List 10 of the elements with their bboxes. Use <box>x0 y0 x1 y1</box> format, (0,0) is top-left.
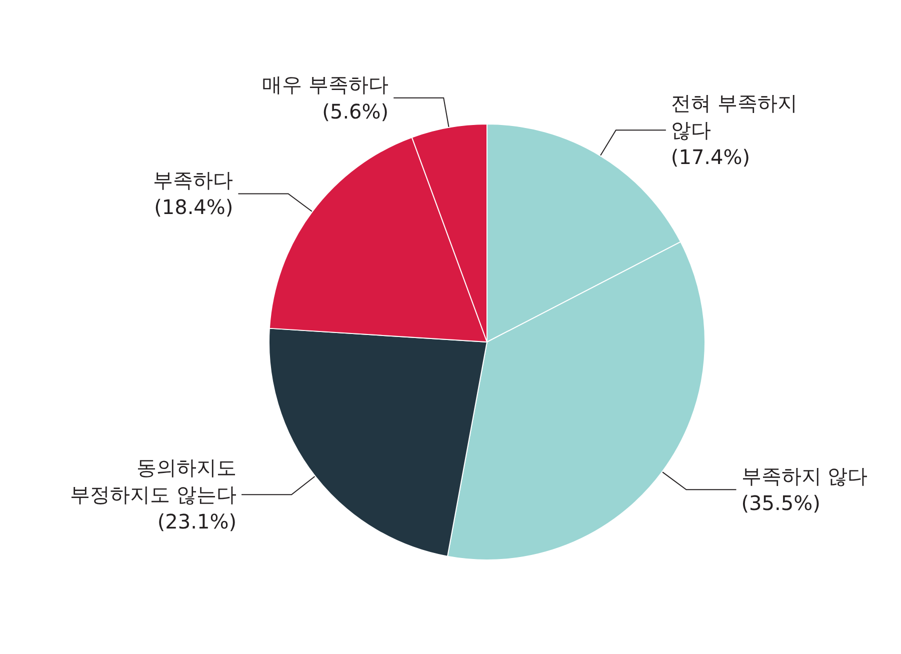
slice-label: 부족하다 <box>153 168 234 192</box>
slice-label: 동의하지도 부정하지도 않는다 <box>70 456 237 507</box>
data-label: (17.4%) <box>670 145 750 170</box>
data-label: (35.5%) <box>741 491 820 516</box>
slice-label: 부족하지 않다 <box>741 464 868 488</box>
data-label: (23.1%) <box>157 510 237 534</box>
data-label: (18.4%) <box>154 195 234 220</box>
slice-label: 매우 부족하다 <box>262 72 389 96</box>
data-label: (5.6%) <box>322 99 389 124</box>
slice-label: 전혀 부족하지 않다 <box>670 91 798 142</box>
